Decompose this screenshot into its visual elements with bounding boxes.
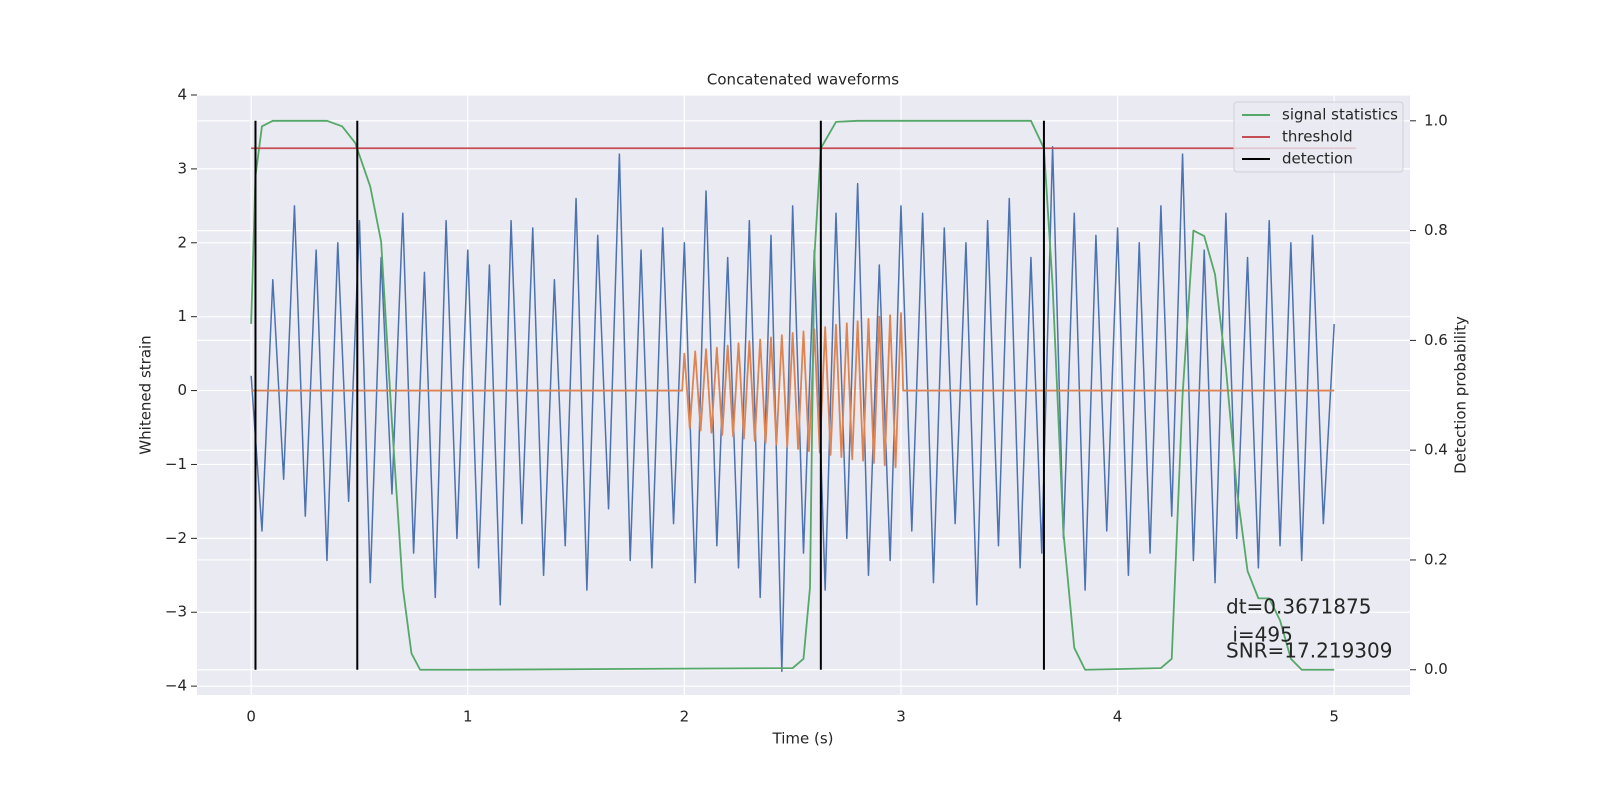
x-tick-label: 5: [1329, 708, 1339, 726]
y2-axis-label: Detection probability: [1452, 316, 1470, 474]
y2-tick-label: 0.2: [1424, 550, 1448, 568]
y-tick-label: −4: [165, 677, 187, 695]
y-tick-label: 1: [177, 307, 187, 325]
y-tick-label: −3: [165, 603, 187, 621]
y-axis-label: Whitened strain: [137, 335, 155, 454]
y2-tick-label: 1.0: [1424, 111, 1448, 129]
chart-title: Concatenated waveforms: [707, 71, 899, 89]
y2-tick-label: 0.8: [1424, 221, 1448, 239]
y-tick-label: 2: [177, 233, 187, 251]
y-tick-label: −2: [165, 529, 187, 547]
series-line: [250, 119, 1335, 671]
annotation: SNR=17.219309: [1226, 639, 1392, 663]
series-line: [250, 145, 1335, 673]
annotation: i=495: [1226, 623, 1293, 647]
plot-area: [197, 95, 1410, 695]
y-tick-label: −1: [165, 455, 187, 473]
y-tick-label: 3: [177, 159, 187, 177]
x-tick-label: 1: [463, 708, 473, 726]
x-tick-label: 2: [680, 708, 690, 726]
y-tick-label: 0: [177, 381, 187, 399]
x-tick-label: 4: [1113, 708, 1123, 726]
annotation: dt=0.3671875: [1226, 595, 1371, 619]
legend-label: detection: [1282, 150, 1353, 168]
series-line: [251, 312, 1335, 469]
x-axis-label: Time (s): [772, 730, 834, 748]
y2-tick-label: 0.6: [1424, 331, 1448, 349]
x-tick-label: 0: [246, 708, 256, 726]
legend-label: signal statistics: [1282, 106, 1398, 124]
y-tick-label: 4: [177, 86, 187, 104]
legend-box: [1233, 101, 1404, 173]
y2-tick-label: 0.4: [1424, 441, 1448, 459]
x-tick-label: 3: [896, 708, 906, 726]
y2-tick-label: 0.0: [1424, 660, 1448, 678]
legend-label: threshold: [1282, 128, 1353, 146]
